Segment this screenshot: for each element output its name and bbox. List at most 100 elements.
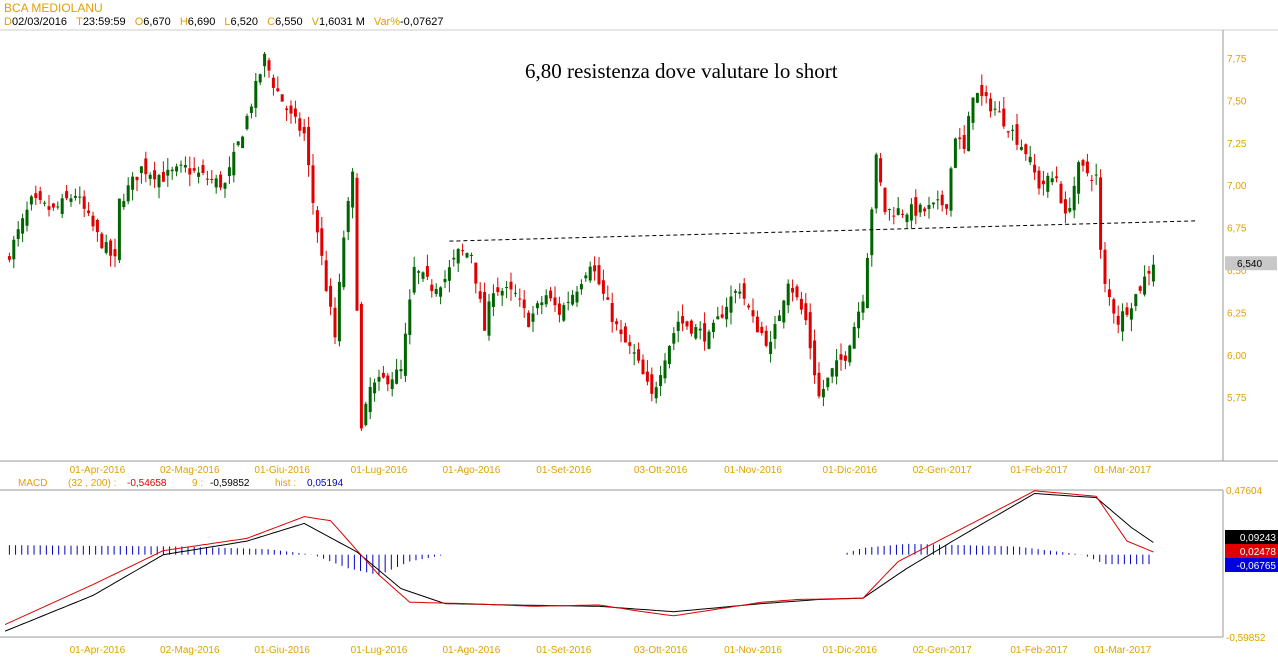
candle-body	[315, 210, 319, 233]
candle-body	[289, 105, 293, 114]
candle-body	[817, 372, 821, 397]
candle-body	[725, 306, 729, 320]
candle-body	[769, 341, 773, 354]
candle-body	[1011, 129, 1015, 131]
candle-body	[307, 126, 311, 166]
candle-body	[755, 316, 759, 333]
candle-body	[469, 255, 473, 257]
field-key: D	[4, 16, 12, 28]
candle-body	[606, 297, 610, 300]
candle-body	[377, 376, 381, 382]
field-value: 23:59:59	[82, 16, 129, 28]
candle-body	[914, 197, 918, 216]
candle-body	[219, 174, 223, 188]
candle-body	[813, 340, 817, 376]
candle-body	[122, 201, 126, 208]
candle-body	[509, 281, 513, 290]
candle-body	[549, 290, 553, 299]
macd-label: MACD	[18, 478, 47, 489]
last-price-label: 6,540	[1237, 259, 1262, 270]
candle-body	[245, 115, 249, 130]
candle-body	[852, 326, 856, 349]
candle-body	[359, 303, 363, 429]
candle-body	[1107, 289, 1111, 298]
candle-body	[131, 176, 135, 190]
candle-body	[263, 53, 267, 67]
candle-body	[703, 323, 707, 342]
candle-body	[439, 287, 443, 297]
candle-body	[254, 80, 258, 108]
candle-body	[887, 208, 891, 210]
candle-body	[87, 210, 91, 214]
macd-hist-value: 0,05194	[307, 478, 344, 489]
candle-body	[329, 285, 333, 307]
macd-x-tick-label: 01-Lug-2016	[351, 645, 408, 656]
candle-body	[632, 352, 636, 354]
field-value: 6,670	[143, 16, 174, 28]
candle-body	[874, 154, 878, 209]
candle-body	[883, 187, 887, 213]
y-tick-label: 7,50	[1227, 96, 1247, 107]
candle-body	[16, 229, 20, 240]
candle-body	[293, 108, 297, 117]
candle-body	[923, 208, 927, 212]
candle-body	[346, 200, 350, 233]
macd-line-macd	[4, 490, 1154, 626]
field-key: L	[224, 16, 231, 28]
macd-value-tag-signal	[1225, 530, 1278, 544]
candle-body	[461, 250, 465, 252]
candle-body	[681, 316, 685, 324]
candle-body	[311, 165, 315, 204]
candle-body	[1028, 156, 1032, 163]
candle-body	[1116, 315, 1120, 325]
candle-body	[879, 158, 883, 183]
candle-body	[43, 202, 47, 204]
candle-body	[337, 281, 341, 342]
candle-body	[1094, 174, 1098, 176]
candle-body	[804, 303, 808, 321]
macd-line-signal	[4, 492, 1154, 632]
y-tick-label: 6,75	[1227, 224, 1247, 235]
candle-body	[333, 307, 337, 338]
candle-body	[958, 137, 962, 140]
candle-body	[623, 326, 627, 343]
last-price-tag	[1225, 256, 1277, 271]
candle-body	[443, 278, 447, 283]
candle-body	[575, 291, 579, 303]
candle-body	[557, 303, 561, 315]
candle-body	[870, 209, 874, 256]
candle-body	[65, 191, 69, 199]
candle-body	[707, 331, 711, 349]
candle-body	[395, 369, 399, 384]
y-tick-label: 6,25	[1227, 308, 1247, 319]
y-tick-label: 7,25	[1227, 139, 1247, 150]
candle-body	[553, 297, 557, 306]
candle-body	[791, 287, 795, 293]
candle-body	[975, 92, 979, 103]
ohlc-readout: D02/03/2016 T23:59:59 O6,670 H6,690 L6,5…	[4, 16, 449, 28]
candle-body	[830, 368, 834, 377]
x-tick-label: 01-Nov-2016	[724, 465, 782, 476]
candle-body	[1147, 270, 1151, 274]
candle-body	[82, 196, 86, 209]
x-tick-label: 01-Feb-2017	[1010, 465, 1068, 476]
candle-body	[562, 305, 566, 321]
candle-body	[619, 329, 623, 335]
candle-body	[676, 321, 680, 332]
candle-body	[989, 98, 993, 112]
field-value: 6,550	[275, 16, 306, 28]
candle-body	[267, 60, 271, 71]
candle-body	[927, 204, 931, 209]
candle-body	[1077, 162, 1081, 194]
field-key: Var%	[373, 16, 401, 28]
field-value: 6,690	[187, 16, 219, 28]
candle-body	[1143, 276, 1147, 295]
x-tick-label: 01-Dic-2016	[823, 465, 878, 476]
candle-body	[7, 256, 11, 260]
resistance-line	[449, 220, 1198, 242]
field-value: -0,07627	[400, 16, 444, 28]
candle-body	[645, 371, 649, 382]
candle-body	[153, 170, 157, 180]
candle-body	[909, 204, 913, 221]
